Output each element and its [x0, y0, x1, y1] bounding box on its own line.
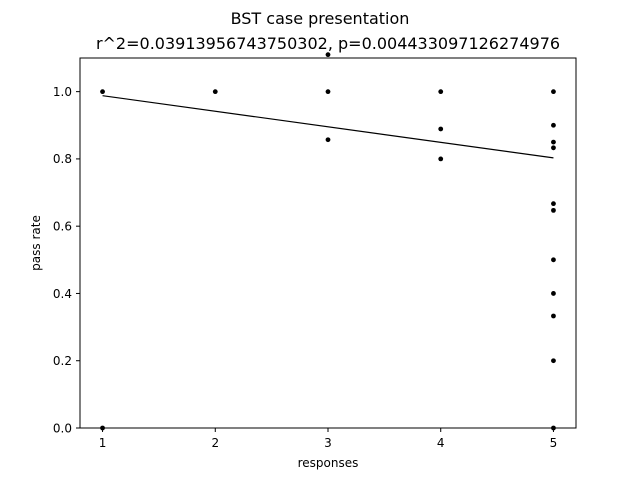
x-tick-label: 1 — [99, 436, 107, 450]
y-tick-label: 1.0 — [53, 85, 72, 99]
scatter-point — [325, 137, 331, 143]
x-axis-label: responses — [298, 456, 359, 470]
chart-subtitle: r^2=0.03913956743750302, p=0.00443309712… — [96, 34, 560, 53]
scatter-point — [438, 126, 444, 132]
y-tick-label: 0.6 — [53, 219, 72, 233]
y-tick-label: 0.8 — [53, 152, 72, 166]
scatter-point — [551, 122, 556, 128]
y-tick-label: 0.4 — [53, 287, 72, 301]
scatter-point — [100, 89, 105, 95]
x-tick-label: 3 — [324, 436, 332, 450]
scatter-point — [551, 291, 556, 296]
scatter-point — [551, 358, 556, 364]
chart-title: BST case presentation — [231, 9, 410, 28]
scatter-point — [325, 52, 331, 58]
y-tick-label: 0.0 — [53, 421, 72, 435]
scatter-point — [551, 201, 556, 207]
y-tick-label: 0.2 — [53, 354, 72, 368]
regression-line — [102, 95, 554, 159]
x-tick-label: 2 — [211, 436, 219, 450]
points-layer — [100, 52, 556, 431]
scatter-point — [551, 257, 556, 263]
y-axis-ticks: 0.0 0.2 0.4 0.6 0.8 1.0 — [53, 85, 80, 435]
scatter-point — [325, 89, 331, 95]
scatter-point — [551, 207, 556, 213]
y-axis-label: pass rate — [29, 215, 43, 271]
x-axis-ticks: 1 2 3 4 5 — [99, 428, 558, 450]
scatter-point — [551, 145, 556, 151]
scatter-point — [212, 89, 218, 95]
scatter-point — [551, 139, 556, 145]
scatter-point — [551, 313, 556, 319]
regression-layer — [102, 95, 554, 159]
scatter-point — [551, 89, 556, 95]
scatter-point — [438, 156, 444, 162]
scatter-point — [438, 89, 444, 95]
plot-area — [79, 52, 577, 431]
x-tick-label: 5 — [550, 436, 558, 450]
x-tick-label: 4 — [437, 436, 445, 450]
